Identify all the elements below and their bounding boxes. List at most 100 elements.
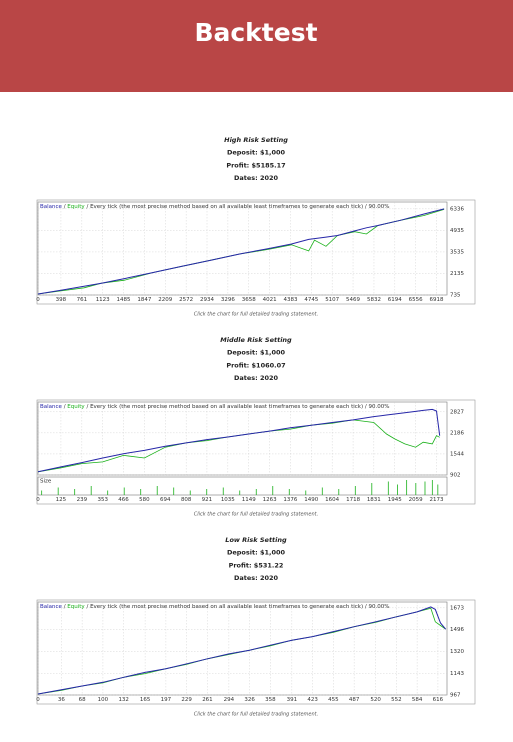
size-bar [74, 489, 76, 495]
x-tick-label: 68 [79, 697, 86, 703]
legend: Balance / Equity / Every tick (the most … [40, 604, 389, 610]
y-tick-label: 1143 [450, 671, 464, 677]
chart-detail: Deposit: $1,000 [227, 349, 286, 357]
x-tick-label: 132 [118, 697, 129, 703]
size-bar [173, 487, 175, 495]
y-tick-label: 1544 [450, 451, 464, 457]
size-bar [338, 489, 340, 495]
plot-area [37, 401, 448, 476]
x-tick-label: 294 [224, 697, 235, 703]
x-tick-label: 3658 [242, 297, 256, 303]
x-tick-label: 1490 [304, 497, 318, 503]
x-tick-label: 3296 [221, 297, 235, 303]
chart-detail: Profit: $5185.17 [226, 161, 285, 169]
series-line [37, 419, 440, 473]
x-tick-label: 261 [202, 697, 213, 703]
x-tick-label: 1149 [242, 497, 256, 503]
x-tick-label: 1831 [367, 497, 381, 503]
x-tick-label: 5832 [367, 297, 381, 303]
x-tick-label: 1376 [283, 497, 297, 503]
legend: Balance / Equity / Every tick (the most … [40, 204, 389, 210]
chart-title: High Risk Setting [224, 136, 288, 144]
y-tick-label: 3535 [450, 249, 464, 255]
x-tick-label: 125 [56, 497, 67, 503]
legend-text: Balance [40, 404, 63, 410]
plot-area [37, 601, 448, 696]
legend-text: Balance [40, 204, 63, 210]
x-tick-label: 2173 [430, 497, 444, 503]
size-bar [371, 483, 373, 495]
x-tick-label: 326 [244, 697, 255, 703]
x-tick-label: 584 [412, 697, 423, 703]
size-bar [140, 489, 142, 495]
x-tick-label: 0 [36, 297, 40, 303]
size-bar [354, 486, 356, 495]
x-tick-label: 808 [181, 497, 192, 503]
x-tick-label: 1035 [221, 497, 235, 503]
legend-text: Every tick (the most precise method base… [90, 204, 389, 210]
legend-text: / [86, 604, 88, 610]
x-tick-label: 0 [36, 497, 40, 503]
y-tick-label: 6336 [450, 206, 464, 212]
chart-detail: Dates: 2020 [234, 174, 279, 182]
size-bar [437, 484, 439, 495]
chart-caption: Click the chart for full detailed tradin… [194, 312, 318, 318]
x-tick-label: 100 [98, 697, 109, 703]
x-tick-label: 353 [97, 497, 108, 503]
chart-caption: Click the chart for full detailed tradin… [194, 712, 318, 718]
y-tick-label: 1673 [450, 605, 464, 611]
y-tick-label: 902 [450, 473, 461, 479]
size-bar [90, 486, 92, 495]
legend-text: / [86, 204, 88, 210]
x-tick-label: 520 [370, 697, 381, 703]
size-bar [288, 489, 290, 495]
x-tick-label: 2209 [158, 297, 172, 303]
chart-detail: Deposit: $1,000 [227, 549, 286, 557]
x-tick-label: 398 [56, 297, 67, 303]
y-tick-label: 735 [450, 293, 461, 299]
x-tick-label: 2059 [409, 497, 423, 503]
x-tick-label: 1718 [346, 497, 360, 503]
size-panel [37, 476, 448, 496]
size-bar [387, 481, 389, 495]
chart-detail: Profit: $531.22 [229, 561, 284, 569]
chart-detail: Deposit: $1,000 [227, 149, 286, 157]
size-bar [239, 490, 241, 495]
x-tick-label: 358 [265, 697, 276, 703]
x-tick-label: 5469 [346, 297, 360, 303]
x-tick-label: 229 [181, 697, 192, 703]
x-tick-label: 1263 [263, 497, 277, 503]
x-tick-label: 4745 [304, 297, 318, 303]
x-tick-label: 921 [202, 497, 213, 503]
legend-text: Equity [67, 204, 85, 210]
x-tick-label: 391 [287, 697, 298, 703]
size-label: Size [40, 479, 52, 485]
y-tick-label: 2186 [450, 430, 464, 436]
size-bar [397, 484, 398, 495]
x-tick-label: 2572 [179, 297, 193, 303]
legend: Balance / Equity / Every tick (the most … [40, 404, 389, 410]
chart-title: Middle Risk Setting [220, 336, 292, 344]
size-bar [41, 490, 43, 495]
x-tick-label: 4021 [263, 297, 277, 303]
x-tick-label: 36 [58, 697, 65, 703]
size-bar [206, 489, 208, 495]
chart-title: Low Risk Setting [225, 536, 287, 544]
legend-text: / [64, 404, 66, 410]
chart-detail: Dates: 2020 [234, 574, 279, 582]
series-line [37, 208, 445, 295]
series-line [37, 408, 441, 473]
y-tick-label: 2827 [450, 409, 464, 415]
x-tick-label: 466 [118, 497, 129, 503]
size-bar [107, 490, 109, 495]
size-bar [424, 481, 426, 495]
x-tick-label: 2934 [200, 297, 214, 303]
legend-text: Every tick (the most precise method base… [90, 604, 389, 610]
size-bar [57, 487, 59, 495]
series-line [37, 606, 447, 695]
x-tick-label: 5107 [325, 297, 339, 303]
x-tick-label: 1485 [117, 297, 131, 303]
x-tick-label: 6556 [409, 297, 423, 303]
